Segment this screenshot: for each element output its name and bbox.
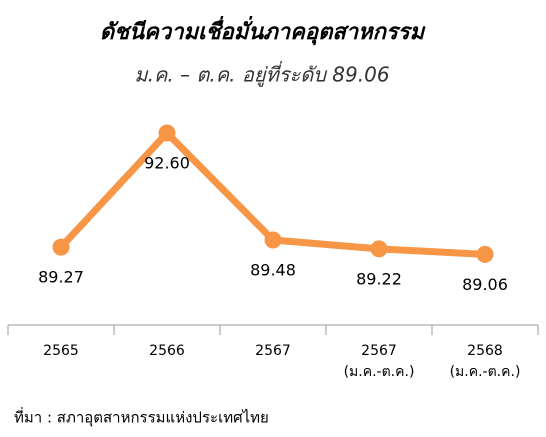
source-note: ที่มา : สภาอุตสาหกรรมแห่งประเทศไทย [14, 407, 269, 428]
x-tick-label: 2566 [149, 343, 185, 359]
value-label: 89.06 [462, 275, 508, 294]
point [476, 245, 494, 263]
x-tick-label: 2568 [467, 343, 503, 359]
x-tick-label: 2565 [43, 343, 79, 359]
point [370, 240, 388, 258]
x-tick-label: 2567 [361, 343, 397, 359]
point [52, 238, 70, 256]
chart-subtitle: ม.ค. – ต.ค. อยู่ที่ระดับ 89.06 [134, 61, 389, 88]
value-label: 89.22 [356, 269, 402, 288]
x-tick-label: 2567 [255, 343, 291, 359]
x-tick-note: (ม.ค.-ต.ค.) [450, 364, 521, 380]
point [264, 231, 282, 249]
point [158, 124, 176, 142]
value-label: 92.60 [144, 154, 190, 173]
value-label: 89.27 [38, 268, 84, 287]
chart-title: ดัชนีความเชื่อมั่นภาคอุตสาหกรรม [100, 15, 426, 46]
value-label: 89.48 [250, 260, 296, 279]
x-tick-note: (ม.ค.-ต.ค.) [344, 364, 415, 380]
